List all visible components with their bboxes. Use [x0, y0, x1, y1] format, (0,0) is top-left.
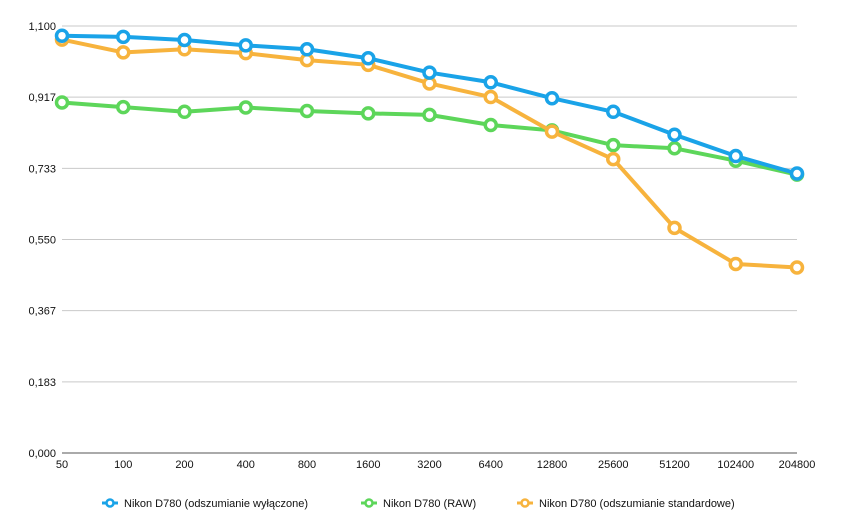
data-point	[728, 256, 743, 272]
x-tick-label: 400	[237, 459, 255, 471]
data-point	[116, 99, 131, 115]
data-point	[54, 95, 70, 110]
data-point	[606, 104, 621, 120]
x-tick-label: 51200	[659, 459, 690, 471]
y-tick-label: 0,183	[28, 377, 56, 389]
legend-item-1: Nikon D780 (RAW)	[361, 498, 476, 510]
data-point	[177, 104, 192, 120]
data-point	[238, 100, 253, 115]
data-point	[299, 103, 315, 119]
y-tick-label: 1,100	[28, 21, 56, 33]
data-point	[606, 151, 621, 167]
data-point	[483, 89, 498, 105]
series-layer	[54, 28, 805, 275]
y-tick-label: 0,367	[28, 306, 56, 318]
legend: Nikon D780 (odszumianie wyłączone) Nikon …	[102, 498, 735, 510]
data-point	[667, 141, 682, 156]
legend-marker	[364, 498, 374, 508]
x-tick-label: 800	[298, 459, 316, 471]
x-tick-label: 3200	[417, 459, 441, 471]
x-tick-label: 200	[175, 459, 193, 471]
data-point	[116, 45, 131, 60]
legend-label: Nikon D780 (odszumianie standardowe)	[539, 498, 735, 510]
data-point	[299, 42, 315, 57]
data-point	[483, 75, 498, 90]
data-point	[422, 107, 437, 123]
x-tick-label: 204800	[779, 459, 816, 471]
legend-label: Nikon D780 (RAW)	[383, 498, 476, 510]
data-point	[789, 260, 805, 275]
data-point	[361, 106, 376, 121]
data-point	[54, 28, 70, 43]
series-0	[54, 28, 805, 181]
x-tick-label: 25600	[598, 459, 629, 471]
x-tick-label: 12800	[537, 459, 568, 471]
data-point	[361, 50, 376, 66]
legend-label: Nikon D780 (odszumianie wyłączone)	[124, 498, 308, 510]
legend-marker	[105, 498, 115, 508]
x-tick-label: 102400	[717, 459, 754, 471]
data-point	[116, 29, 131, 45]
grid-layer	[62, 25, 797, 383]
data-point	[728, 148, 743, 164]
legend-marker	[520, 498, 530, 508]
data-point	[606, 137, 621, 153]
data-point	[789, 166, 805, 181]
x-tick-label: 50	[56, 459, 68, 471]
data-point	[667, 127, 682, 142]
x-tick-label: 6400	[479, 459, 503, 471]
data-point	[238, 38, 253, 53]
x-tick-label: 1600	[356, 459, 380, 471]
legend-item-0: Nikon D780 (odszumianie wyłączone)	[102, 498, 308, 510]
data-point	[483, 117, 498, 133]
data-point	[422, 65, 437, 80]
series-line	[60, 33, 799, 176]
y-tick-label: 0,550	[28, 235, 56, 247]
y-tick-label: 0,000	[28, 448, 56, 460]
legend-item-2: Nikon D780 (odszumianie standardowe)	[517, 498, 735, 510]
data-point	[544, 90, 560, 106]
axis-layer: 0,000 0,183 0,367 0,550 0,733 0,917 1,100 50 100…	[28, 21, 815, 471]
data-point	[544, 124, 560, 139]
data-point	[667, 220, 682, 236]
data-point	[177, 32, 192, 48]
y-tick-label: 0,733	[28, 163, 56, 175]
y-tick-label: 0,917	[28, 92, 56, 104]
x-tick-label: 100	[114, 459, 132, 471]
